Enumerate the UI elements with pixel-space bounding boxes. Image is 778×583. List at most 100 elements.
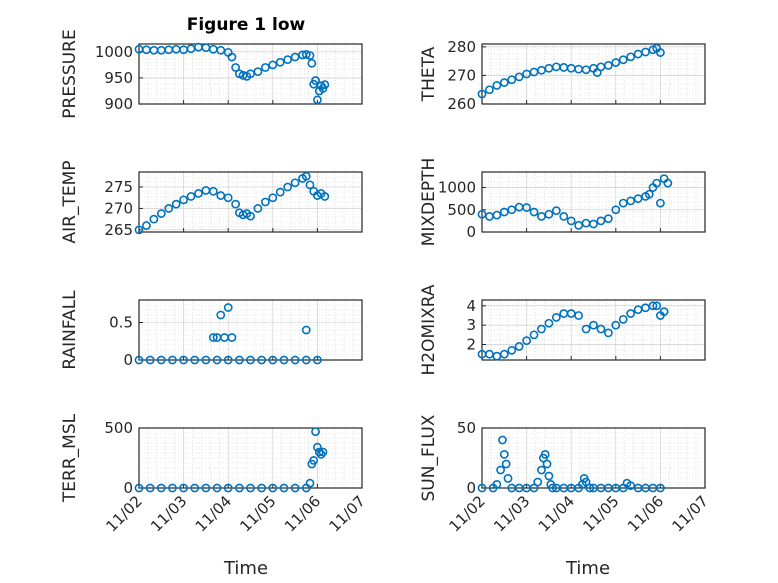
data-point [499,449,509,459]
data-point [656,48,665,57]
data-point [179,483,188,493]
data-point [208,186,218,196]
data-point [566,216,576,226]
data-point [498,435,507,445]
y-tick-label: 270 [104,199,133,217]
data-point [544,318,554,328]
data-point [507,345,517,355]
data-point [156,355,166,365]
data-point [544,471,554,481]
data-point [145,355,155,365]
data-point [485,349,494,359]
data-point [477,209,487,219]
axes-frame [138,299,363,361]
data-point [626,196,636,206]
data-point [190,355,200,365]
x-tick-label: 11/06 [624,492,667,535]
data-point [603,61,613,70]
y-axis-label: AIR_TEMP [60,161,80,244]
data-point [309,455,319,465]
data-point [311,76,320,85]
data-point [305,51,315,60]
x-axis-label-right: Time [565,558,610,579]
data-point [499,78,509,87]
data-point [603,214,613,224]
data-point [551,313,561,322]
x-tick-label: 11/07 [326,492,369,535]
x-axis-label-left: Time [223,558,268,579]
data-point [312,442,322,452]
y-tick-label: 0 [123,351,133,369]
y-tick-label: 500 [104,419,133,437]
data-point [227,52,237,62]
data-point [179,355,188,365]
x-tick-label: 11/03 [147,492,190,535]
data-point [596,216,606,226]
data-point [503,473,513,483]
axes-frame [481,299,706,361]
axes-frame [138,427,363,489]
data-point [537,65,546,75]
data-point [537,465,546,475]
data-point [522,203,531,212]
data-point [212,483,222,493]
data-point [501,459,511,469]
data-point [275,187,285,197]
data-point [492,81,502,90]
data-point [231,63,241,72]
data-point [648,301,658,311]
data-point [171,199,181,209]
data-point [544,209,554,219]
data-point [663,178,673,188]
data-point [307,58,317,68]
y-axis-label: THETA [419,46,439,102]
data-point [305,180,315,190]
subplot-h2omixra: 43 2 H2OMIXRA [419,284,706,376]
data-point [260,63,270,72]
data-point [522,336,531,346]
data-point [186,44,196,54]
data-point [279,355,289,365]
data-point [529,207,539,217]
y-tick-label: 0 [466,479,476,497]
data-point [529,483,539,493]
data-point [644,189,654,199]
data-point [234,355,244,365]
data-point [492,210,502,220]
data-point [574,220,584,230]
data-point [652,301,662,311]
y-tick-label: 275 [104,178,133,196]
y-tick-label: 1000 [95,43,133,61]
data-point [611,205,621,215]
subplot-terr-msl: 500 011/02 11/03 11/04 11/05 11/06 11/07 TERR_M… [60,413,369,535]
x-tick-label: 11/07 [669,492,712,535]
y-tick-label: 0.5 [109,314,133,332]
data-point [320,192,330,201]
subplot-mixdepth: 1000 500 0 MIXDEPTH [419,158,706,246]
data-point [581,218,591,228]
y-tick-label: 270 [447,66,476,84]
data-point [656,483,665,493]
data-point [514,342,524,351]
data-point [142,221,151,230]
data-point [149,45,159,55]
data-point [257,483,267,493]
data-point [268,60,278,70]
data-point [477,89,487,99]
data-point [246,483,255,493]
data-point [499,207,509,217]
data-point [641,47,650,57]
data-point [544,63,554,73]
data-point [507,205,517,215]
data-point [581,324,591,334]
data-point [301,50,311,59]
data-point [514,72,524,82]
data-point [618,55,628,65]
data-point [260,197,270,207]
data-point [208,333,218,342]
data-point [246,211,255,221]
subplot-air-temp: 275 270 265 AIR_TEMP [60,161,363,244]
data-point [220,333,229,342]
x-tick-label: 11/04 [535,492,578,535]
data-point [633,305,643,315]
